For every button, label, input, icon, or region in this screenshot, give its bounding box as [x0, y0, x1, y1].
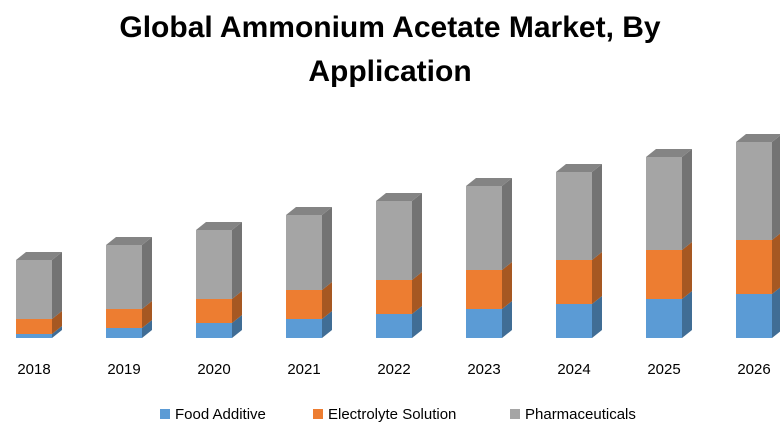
x-tick-label: 2026	[737, 361, 770, 378]
legend-label: Pharmaceuticals	[525, 406, 636, 423]
x-tick-label: 2022	[377, 361, 410, 378]
bar	[16, 319, 52, 334]
bar	[286, 215, 322, 290]
bar-top	[286, 207, 332, 215]
bar	[106, 328, 142, 338]
bar-top	[16, 252, 62, 260]
bar-top	[196, 222, 242, 230]
legend-swatch	[313, 409, 323, 419]
bar-side	[232, 315, 242, 338]
bar-top	[646, 149, 692, 157]
bar	[556, 260, 592, 304]
x-tick-label: 2025	[647, 361, 680, 378]
bar-side	[682, 242, 692, 299]
bar-side	[52, 326, 62, 338]
x-tick-label: 2024	[557, 361, 590, 378]
bar	[376, 280, 412, 314]
bar-side	[502, 178, 512, 270]
bar-side	[412, 306, 422, 338]
bar-side	[232, 222, 242, 299]
bar	[736, 240, 772, 294]
legend-label: Electrolyte Solution	[328, 406, 456, 423]
bar-side	[322, 311, 332, 338]
bar	[736, 294, 772, 338]
bar-side	[592, 252, 602, 304]
x-tick-label: 2023	[467, 361, 500, 378]
bar	[646, 299, 682, 338]
legend-swatch	[510, 409, 520, 419]
bar-side	[592, 296, 602, 338]
bar-side	[232, 291, 242, 323]
bar	[196, 299, 232, 323]
bar-side	[412, 193, 422, 280]
x-tick-label: 2019	[107, 361, 140, 378]
bar-top	[736, 134, 780, 142]
bar	[376, 314, 412, 338]
bar-side	[682, 291, 692, 338]
bar	[106, 245, 142, 309]
bar-side	[772, 135, 780, 240]
bar-top	[466, 178, 512, 186]
bar	[286, 319, 322, 338]
bar-side	[682, 149, 692, 250]
bar	[646, 157, 682, 250]
bar	[466, 270, 502, 309]
bar	[376, 201, 412, 280]
bar	[556, 304, 592, 338]
bar	[16, 260, 52, 319]
x-tick-label: 2021	[287, 361, 320, 378]
bar	[736, 142, 772, 240]
bar-side	[322, 207, 332, 290]
bar-side	[52, 311, 62, 334]
bar-side	[142, 320, 152, 338]
bar	[16, 334, 52, 338]
chart-title: Global Ammonium Acetate Market, By Appli…	[119, 11, 661, 88]
bar-side	[412, 272, 422, 314]
bar-top	[556, 164, 602, 172]
bar	[556, 172, 592, 260]
bar	[466, 186, 502, 270]
bar-side	[142, 237, 152, 309]
bar-top	[376, 193, 422, 201]
bar	[466, 309, 502, 338]
legend-swatch	[160, 409, 170, 419]
bar-side	[772, 233, 780, 294]
bar-top	[106, 237, 152, 245]
bar	[646, 250, 682, 299]
x-tick-label: 2018	[17, 361, 50, 378]
bar-side	[502, 262, 512, 309]
bar-side	[502, 301, 512, 338]
bar	[196, 230, 232, 299]
bar-side	[52, 252, 62, 319]
bar	[106, 309, 142, 328]
x-tick-label: 2020	[197, 361, 230, 378]
bar-side	[592, 164, 602, 260]
bar-side	[772, 287, 780, 338]
bar	[286, 290, 322, 319]
bar	[196, 323, 232, 338]
bar-side	[142, 301, 152, 328]
bar-side	[322, 282, 332, 319]
legend-label: Food Additive	[175, 406, 266, 423]
